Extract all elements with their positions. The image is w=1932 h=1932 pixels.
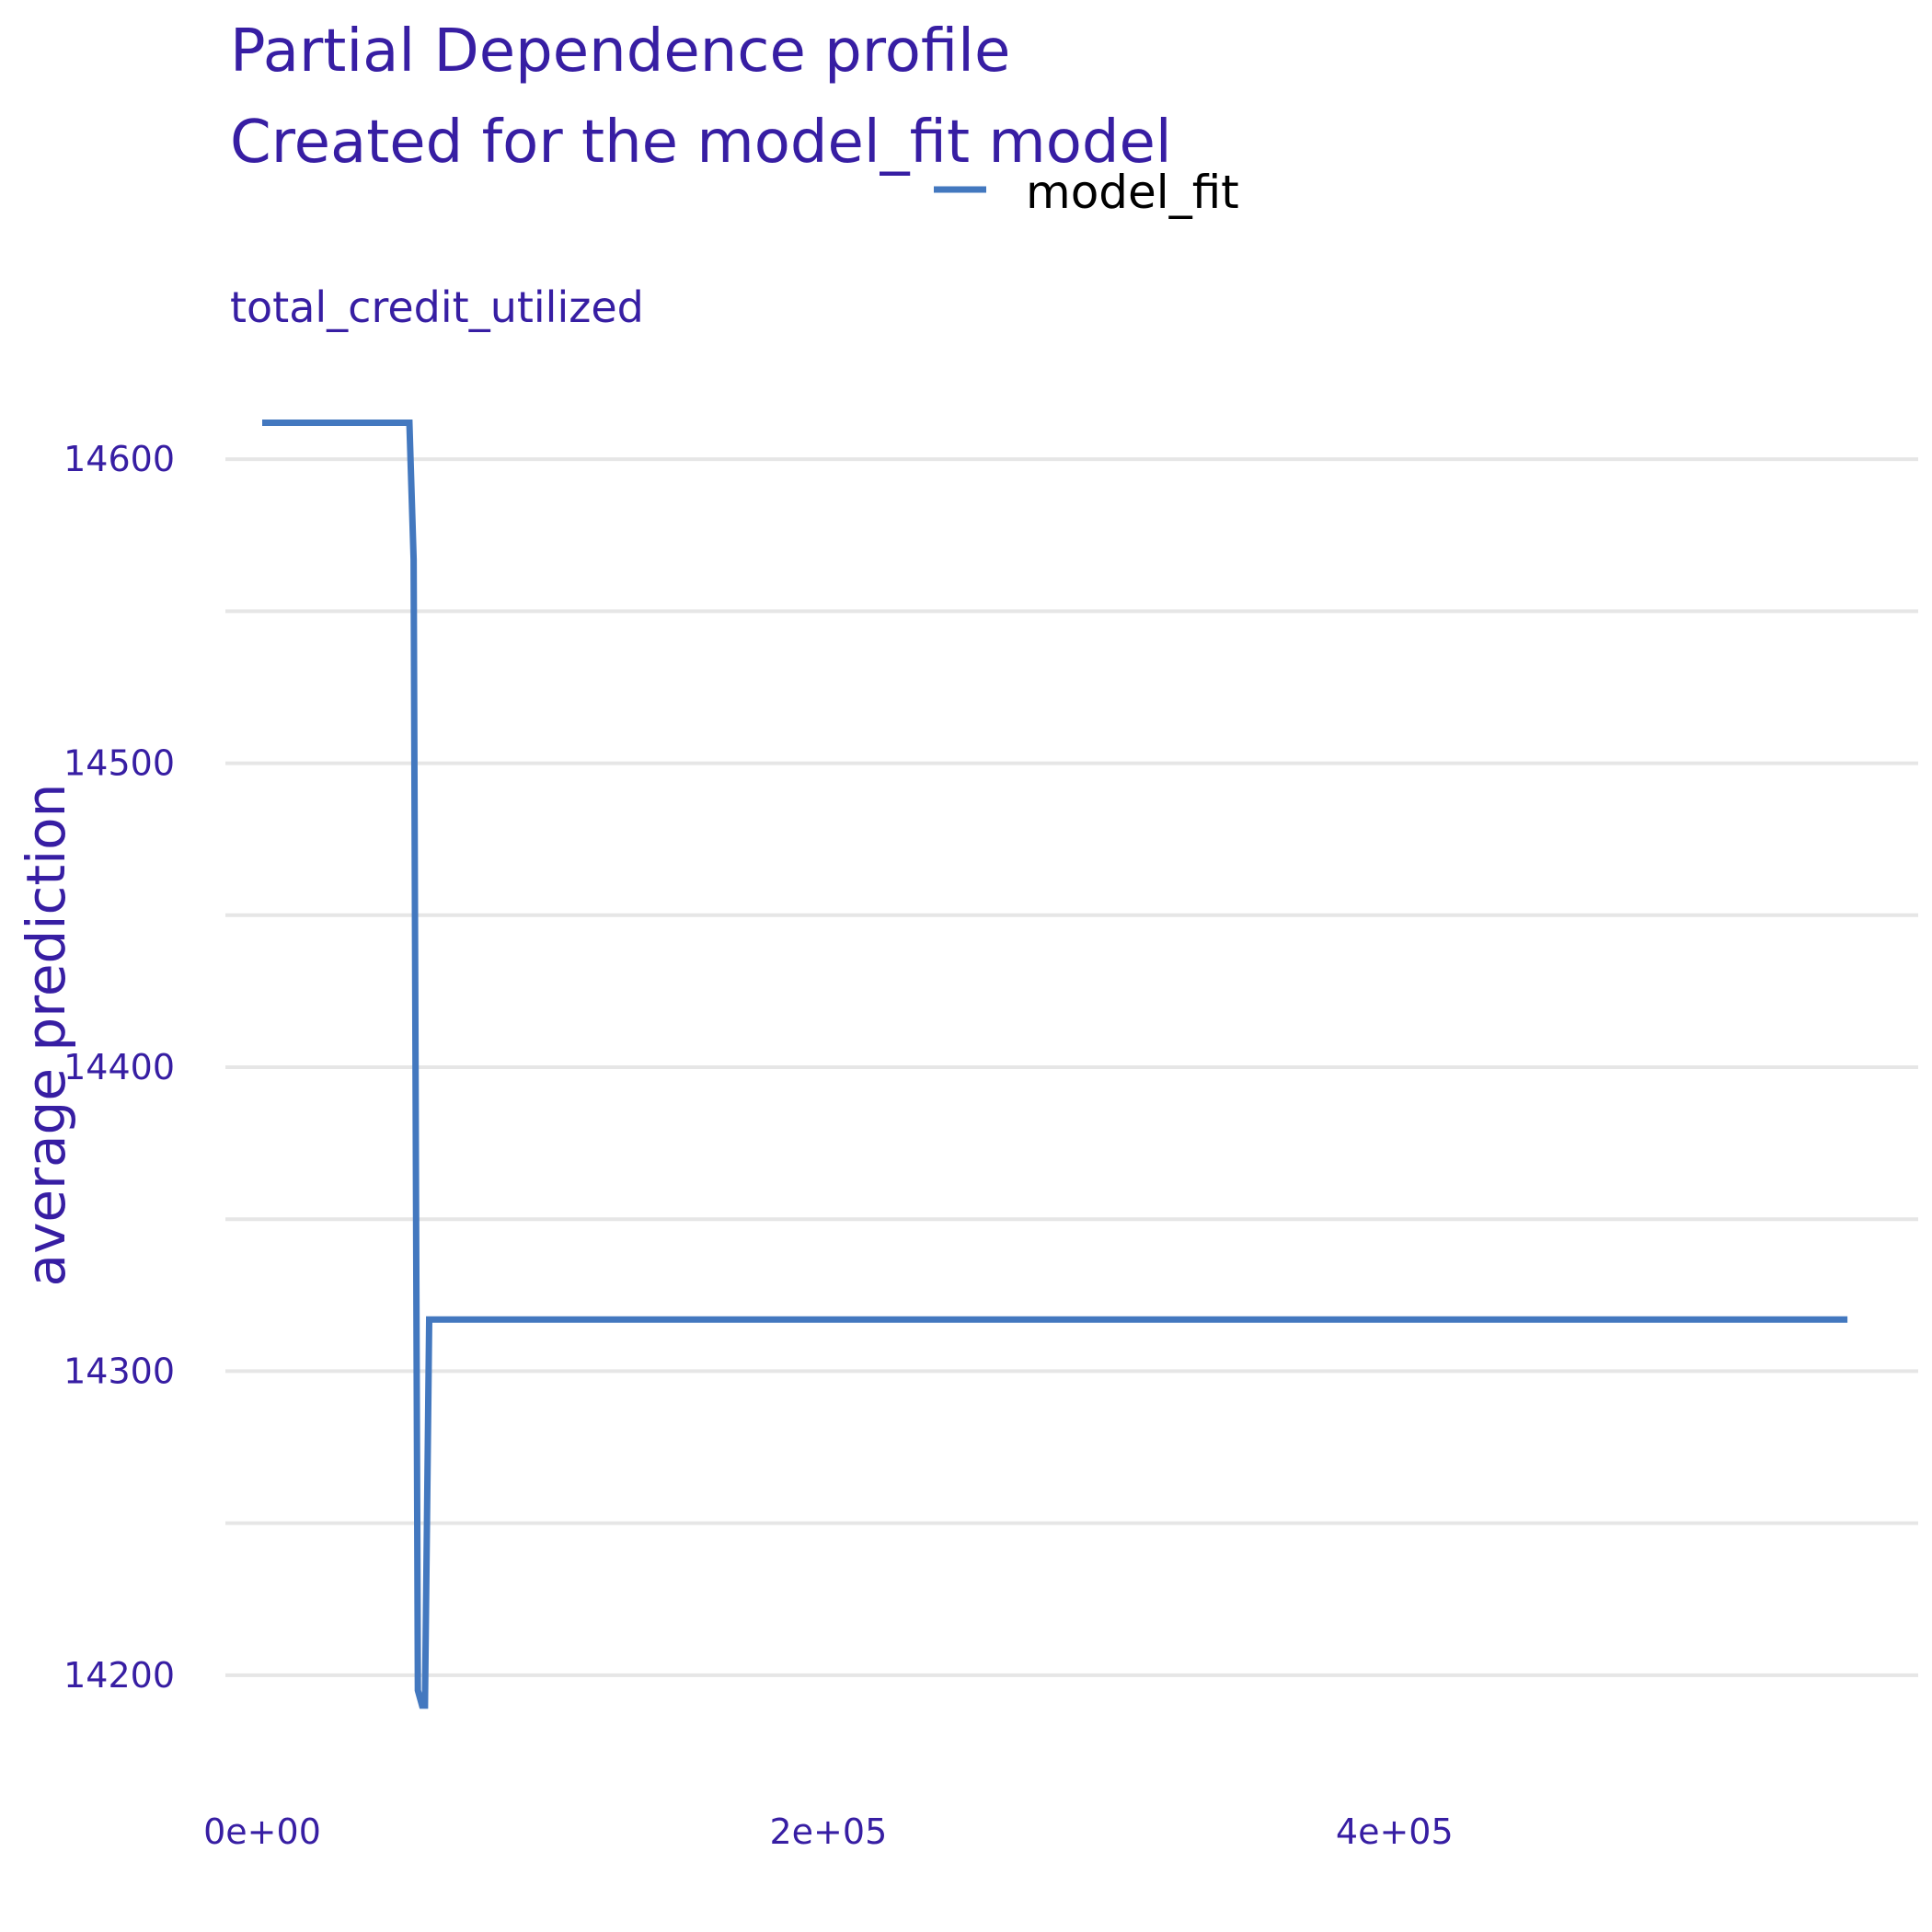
x-axis-tick-labels: 0e+00 2e+05 4e+05: [203, 1811, 1454, 1852]
x-tick-label: 2e+05: [770, 1811, 888, 1852]
chart-subtitle: Created for the model_fit model: [230, 109, 1172, 177]
y-tick-label: 14200: [63, 1655, 175, 1696]
facet-label: total_credit_utilized: [230, 282, 644, 332]
chart-title: Partial Dependence profile: [230, 17, 1010, 86]
y-axis-label: average prediction: [15, 784, 77, 1287]
series-line-model-fit: [262, 420, 1848, 1709]
y-tick-label: 14300: [63, 1351, 175, 1391]
y-tick-label: 14400: [63, 1047, 175, 1087]
legend: model_fit: [934, 166, 1239, 219]
x-tick-label: 0e+00: [203, 1811, 321, 1852]
legend-label-model-fit: model_fit: [1026, 166, 1239, 219]
y-axis-tick-labels: 14200 14300 14400 14500 14600: [63, 439, 175, 1696]
grid: [225, 457, 1918, 1677]
y-tick-label: 14600: [63, 439, 175, 479]
series-layer: [262, 420, 1848, 1709]
y-tick-label: 14500: [63, 743, 175, 784]
x-tick-label: 4e+05: [1336, 1811, 1454, 1852]
